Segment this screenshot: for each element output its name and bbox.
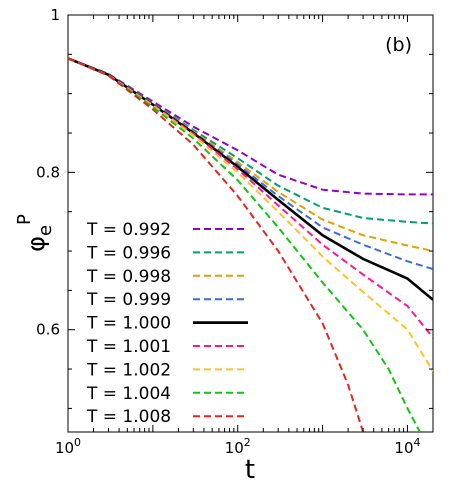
y-axis-label-base: φ — [22, 236, 50, 252]
legend-label-8: T = 1.004 — [86, 384, 171, 404]
y-axis-label: φeP — [14, 214, 56, 252]
x-axis-label: t — [245, 455, 255, 480]
legend-label-1: T = 0.992 — [86, 220, 171, 240]
legend-label-3: T = 0.998 — [86, 267, 171, 287]
x-tick-label-1: 100 — [55, 436, 81, 457]
y-tick-label-1: 1 — [50, 6, 60, 24]
panel-label: (b) — [385, 34, 412, 56]
series-line-5 — [68, 57, 433, 301]
y-axis-label-sub: e — [35, 225, 56, 236]
series-line-1 — [68, 57, 433, 196]
legend-label-4: T = 0.999 — [86, 290, 171, 310]
series-line-9 — [68, 57, 365, 432]
y-tick-label-2: 0.8 — [36, 163, 60, 181]
legend-label-5: T = 1.000 — [86, 314, 171, 334]
y-tick-label-3: 0.6 — [36, 321, 60, 339]
series-line-8 — [68, 57, 421, 432]
legend-label-6: T = 1.001 — [86, 337, 171, 357]
legend-label-9: T = 1.008 — [86, 407, 171, 427]
legend-label-7: T = 1.002 — [86, 360, 171, 380]
legend-label-2: T = 0.996 — [86, 243, 171, 263]
legend: T = 0.992 T = 0.996 T = 0.998 T = 0.999 T = … — [86, 220, 248, 427]
tick-layer: 100 102 104 1 0.8 0.6 — [36, 6, 434, 457]
x-tick-label-2: 102 — [225, 436, 251, 457]
x-tick-label-3: 104 — [394, 436, 420, 457]
svg-text:φeP: φeP — [14, 214, 56, 252]
series-layer — [68, 57, 433, 432]
y-axis-label-sup: P — [14, 214, 35, 225]
